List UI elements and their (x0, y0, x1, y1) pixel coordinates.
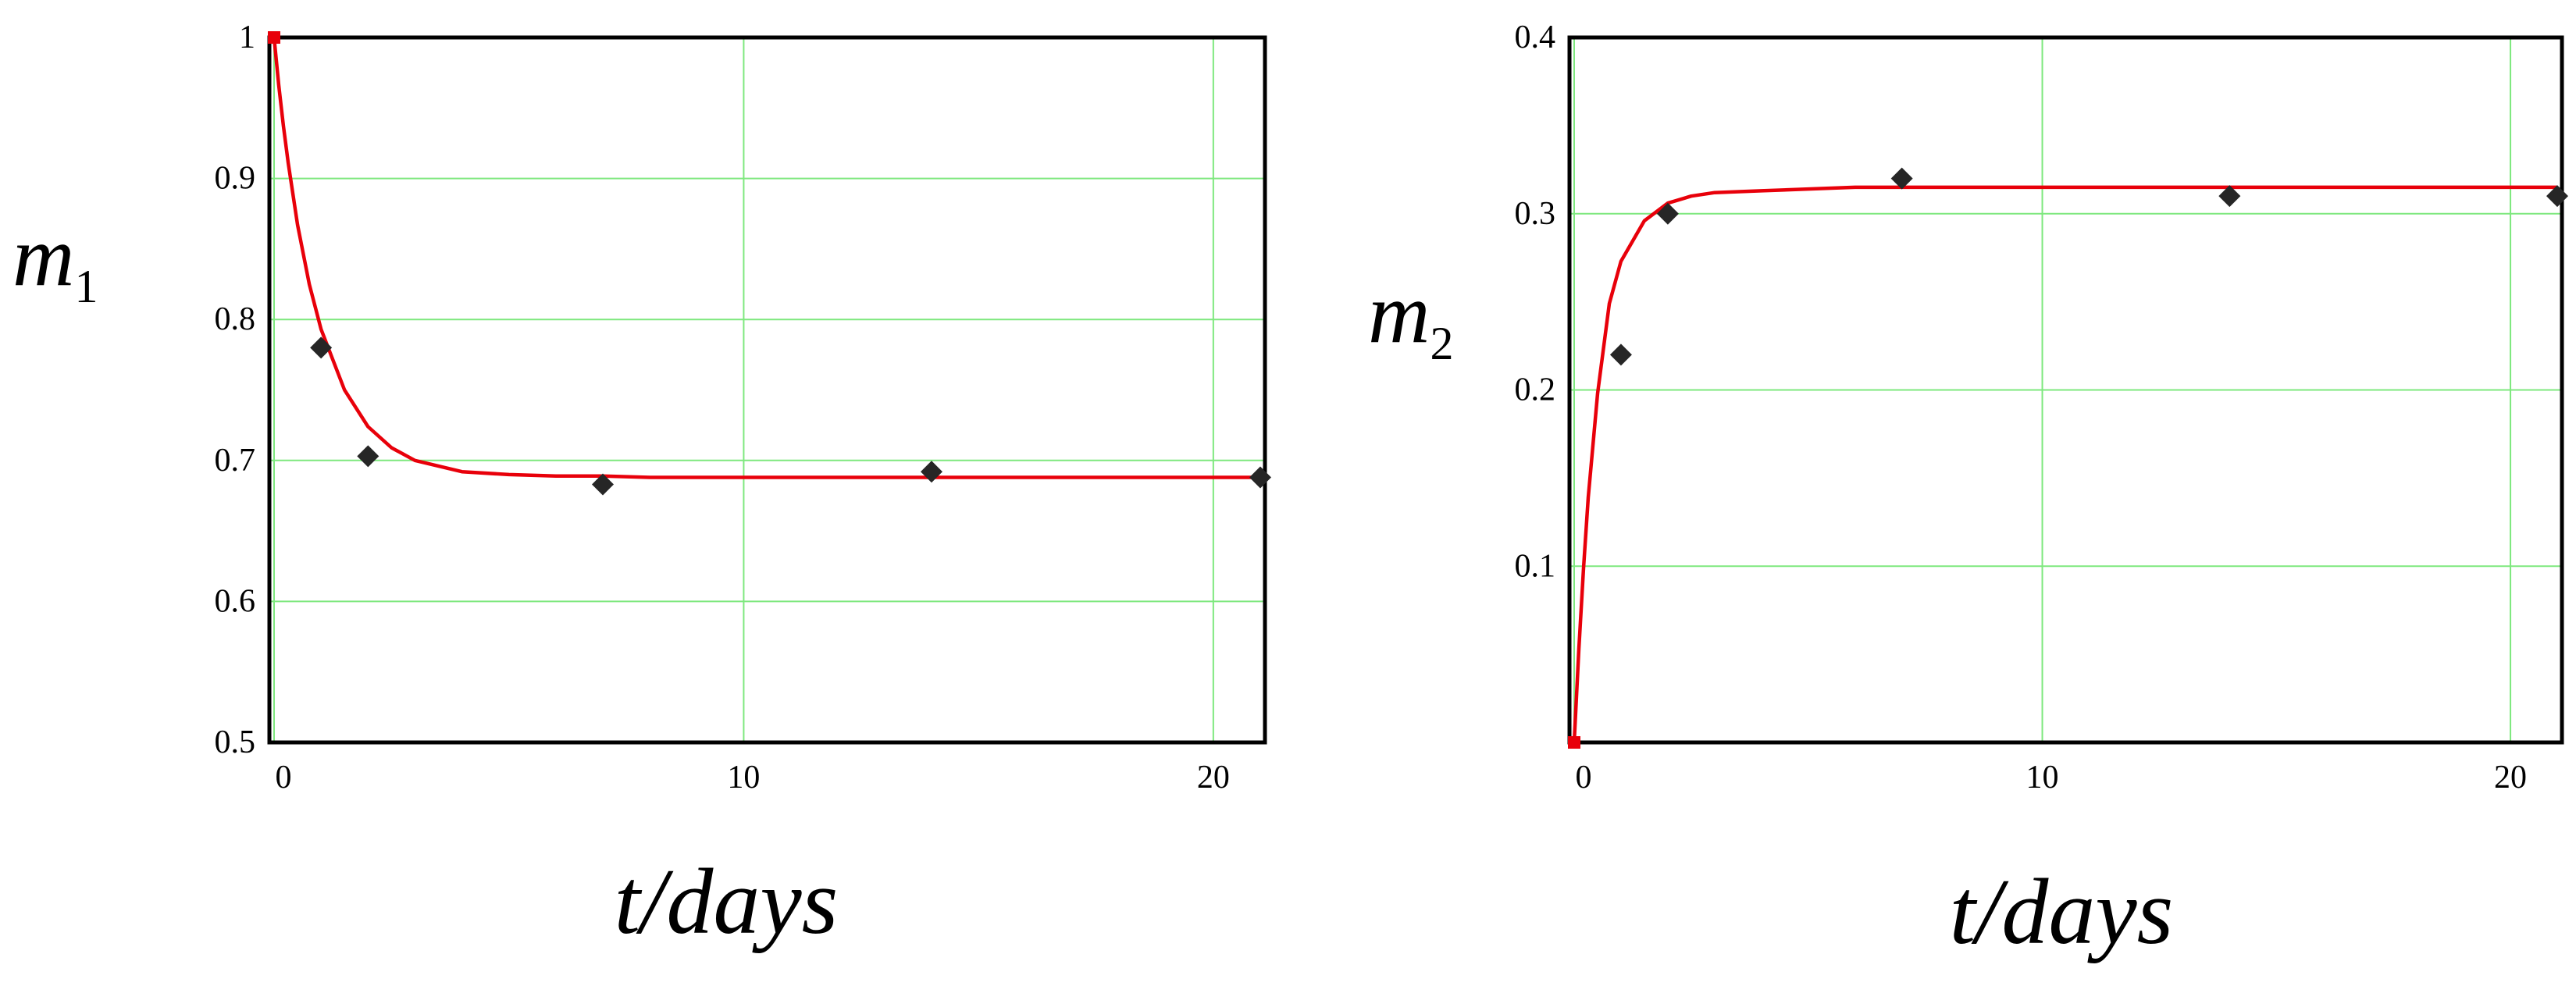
x-tick-label: 10 (2026, 760, 2059, 796)
y-axis-label-subscript: 1 (74, 261, 98, 312)
y-tick-label: 0.8 (215, 301, 256, 337)
y-tick-label: 0.4 (1515, 20, 1556, 55)
y-tick-label: 0.7 (215, 443, 256, 479)
data-point (1656, 202, 1679, 225)
plot-frame (1567, 35, 2564, 745)
x-tick-label: 0 (1575, 760, 1591, 796)
y-axis-label-main: m (12, 208, 74, 304)
chart-m2-panel: 0.1 0.2 0.3 0.4 0 10 20 m2 t/days (1368, 20, 2569, 963)
data-point (592, 473, 615, 496)
y-tick-label: 0.1 (1515, 548, 1556, 584)
curve-start-marker (1567, 736, 1580, 749)
x-tick-label: 10 (727, 760, 760, 796)
y-tick-label: 0.2 (1515, 372, 1556, 408)
y-tick-label: 0.6 (215, 583, 256, 619)
data-point (1890, 167, 1913, 190)
x-tick-label: 20 (1197, 760, 1230, 796)
data-point (2546, 185, 2569, 208)
y-axis-label-main: m (1368, 265, 1430, 361)
y-axis-label-subscript: 2 (1430, 318, 1453, 369)
fit-curve-line (272, 37, 1260, 479)
data-point (2218, 185, 2241, 208)
fit-curve-line (1572, 185, 2557, 743)
x-tick-label: 20 (2494, 760, 2527, 796)
plot-area (269, 37, 1265, 742)
curve-start-marker (268, 31, 281, 44)
plot-frame (267, 35, 1267, 745)
data-point (1249, 466, 1271, 489)
y-axis-label: m2 (1368, 265, 1453, 369)
x-axis-label: t/days (1950, 860, 2174, 963)
data-point (357, 445, 379, 468)
y-tick-label: 0.3 (1515, 196, 1556, 232)
x-axis-label: t/days (615, 849, 839, 953)
y-tick-label: 0.5 (215, 724, 256, 760)
x-tick-label: 0 (276, 760, 292, 796)
data-point (1609, 343, 1632, 366)
data-point (920, 461, 942, 483)
data-point (310, 336, 333, 359)
y-axis-label: m1 (12, 208, 98, 312)
y-tick-label: 1 (239, 20, 255, 55)
y-tick-label: 0.9 (215, 161, 256, 197)
